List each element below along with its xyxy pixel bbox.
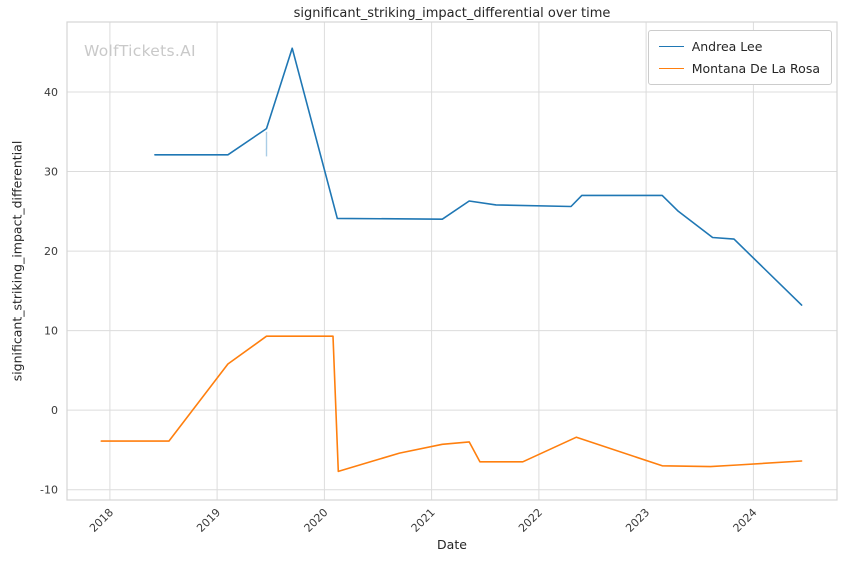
legend-item-andrea-lee: Andrea Lee	[658, 39, 820, 54]
series-line-andrea-lee	[154, 47, 803, 306]
x-tick-label: 2019	[194, 506, 223, 535]
x-tick-label: 2021	[409, 506, 438, 535]
legend-item-montana-de-la-rosa: Montana De La Rosa	[658, 61, 820, 76]
y-tick-label: 40	[44, 86, 58, 99]
y-tick-label: 20	[44, 245, 58, 258]
chart-title: significant_striking_impact_differential…	[293, 6, 611, 21]
legend-label: Montana De La Rosa	[691, 61, 820, 76]
y-axis-label: significant_striking_impact_differential	[9, 140, 25, 382]
x-tick-label: 2023	[623, 506, 652, 535]
x-axis-label: Date	[437, 537, 467, 552]
x-tick-label: 2020	[302, 506, 331, 535]
x-tick-label: 2022	[516, 506, 545, 535]
legend-line-swatch	[658, 46, 684, 47]
x-tick-label: 2018	[87, 506, 116, 535]
legend-label: Andrea Lee	[691, 39, 763, 54]
y-tick-label: -10	[40, 484, 58, 497]
y-tick-label: 10	[44, 325, 58, 338]
watermark: WolfTickets.AI	[84, 42, 196, 60]
legend-line-swatch	[658, 68, 684, 69]
plot-border	[66, 21, 838, 501]
y-tick-label: 0	[51, 404, 58, 417]
series-line-montana-de-la-rosa	[100, 335, 803, 473]
y-tick-label: 30	[44, 166, 58, 179]
x-tick-label: 2024	[731, 506, 760, 535]
legend: Andrea Lee Montana De La Rosa	[647, 30, 832, 85]
